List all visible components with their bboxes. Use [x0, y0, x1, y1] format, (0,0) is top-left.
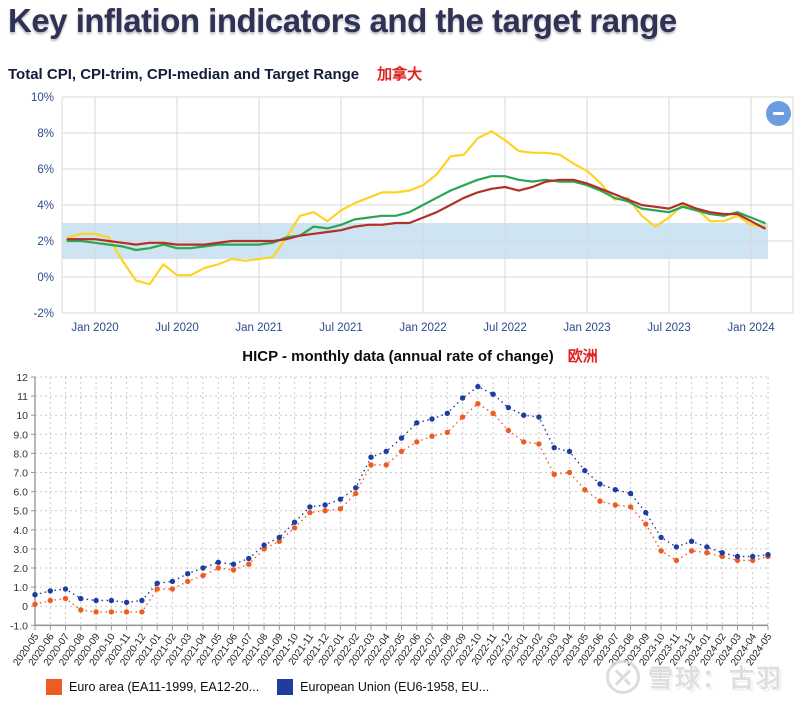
svg-text:Jan 2022: Jan 2022	[399, 322, 446, 334]
collapse-button[interactable]	[766, 101, 791, 126]
svg-text:4%: 4%	[37, 200, 54, 212]
svg-text:2%: 2%	[37, 236, 54, 248]
legend-item-european-union[interactable]: European Union (EU6-1958, EU...	[277, 679, 489, 695]
euro-area-swatch	[46, 679, 62, 695]
hicp-chart-title-text: HICP - monthly data (annual rate of chan…	[242, 348, 554, 365]
canada-chart-title: Total CPI, CPI-trim, CPI-median and Targ…	[8, 63, 422, 84]
hicp-chart-title: HICP - monthly data (annual rate of chan…	[0, 345, 800, 366]
svg-text:Jan 2020: Jan 2020	[71, 322, 118, 334]
svg-text:3.0: 3.0	[13, 544, 28, 556]
canada-chart-title-text: Total CPI, CPI-trim, CPI-median and Targ…	[8, 66, 360, 83]
canada-region-tag: 加拿大	[377, 66, 423, 83]
hicp-chart: 1211109.08.07.06.05.04.03.02.01.00-1.020…	[10, 372, 775, 668]
svg-text:Jul 2023: Jul 2023	[647, 322, 690, 334]
svg-text:7.0: 7.0	[13, 468, 28, 480]
svg-text:4.0: 4.0	[13, 525, 28, 537]
watermark-text: 雪球：古羽	[648, 665, 784, 693]
watermark: 雪球：古羽	[606, 659, 783, 695]
european-union-label: European Union (EU6-1958, EU...	[300, 680, 490, 694]
svg-text:Jul 2020: Jul 2020	[155, 322, 198, 334]
canada-cpi-chart: 10% 8% 6% 4% 2% 0% -2% Jan 2020 Jul 2020 Jan 2021…	[31, 92, 794, 334]
svg-text:10%: 10%	[31, 92, 54, 104]
svg-text:1.0: 1.0	[13, 582, 28, 594]
svg-text:8.0: 8.0	[13, 448, 28, 460]
svg-text:Jan 2024: Jan 2024	[727, 322, 775, 334]
svg-text:2.0: 2.0	[13, 563, 28, 575]
svg-text:10: 10	[16, 410, 28, 422]
svg-text:Jan 2023: Jan 2023	[563, 322, 610, 334]
svg-text:Jul 2021: Jul 2021	[319, 322, 362, 334]
svg-text:6%: 6%	[37, 164, 54, 176]
svg-text:Jan 2021: Jan 2021	[235, 322, 282, 334]
svg-text:12: 12	[16, 372, 28, 384]
euro-area-label: Euro area (EA11-1999, EA12-20...	[69, 680, 260, 694]
svg-text:9.0: 9.0	[13, 429, 28, 441]
svg-text:11: 11	[17, 391, 28, 403]
xueqiu-logo-icon	[606, 660, 640, 694]
minus-icon	[773, 112, 784, 115]
page-title: Key inflation indicators and the target …	[8, 2, 677, 39]
european-union-swatch	[277, 679, 294, 695]
legend-item-euro-area[interactable]: Euro area (EA11-1999, EA12-20...	[46, 679, 259, 695]
svg-text:0%: 0%	[37, 272, 54, 284]
hicp-region-tag: 欧洲	[567, 348, 598, 365]
svg-text:8%: 8%	[37, 128, 54, 140]
svg-text:-2%: -2%	[34, 308, 54, 320]
svg-text:-1.0: -1.0	[10, 620, 28, 632]
svg-text:6.0: 6.0	[13, 487, 28, 499]
svg-text:5.0: 5.0	[13, 506, 28, 518]
hicp-legend: Euro area (EA11-1999, EA12-20... Europea…	[46, 679, 489, 695]
svg-text:Jul 2022: Jul 2022	[483, 322, 526, 334]
svg-text:0: 0	[22, 601, 28, 613]
